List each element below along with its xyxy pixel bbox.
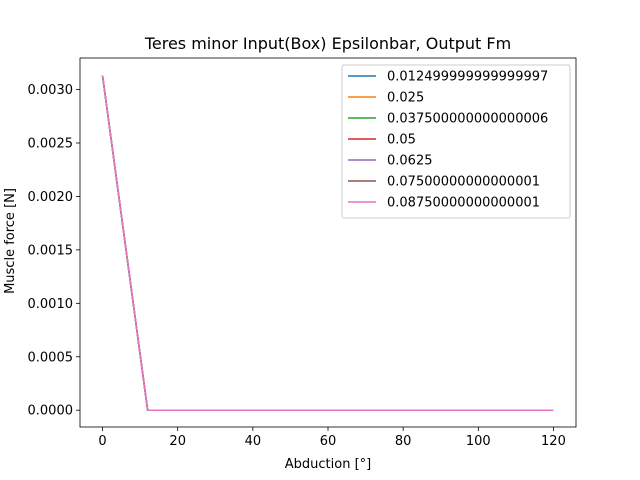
legend-label-4: 0.05 <box>387 133 416 148</box>
y-tick-label: 0.0030 <box>28 83 74 98</box>
x-tick-label: 80 <box>395 434 412 449</box>
x-tick-label: 100 <box>466 434 491 449</box>
legend-label-6: 0.07500000000000001 <box>387 175 540 190</box>
y-tick-label: 0.0000 <box>28 404 74 419</box>
x-tick-label: 60 <box>320 434 337 449</box>
legend: 0.012499999999999997 0.025 0.0375000000000… <box>341 64 571 219</box>
legend-label-3: 0.037500000000000006 <box>387 112 548 127</box>
plot-area: 0 20 40 60 80 100 120 0.0000 0.0005 0.0010 0.0015 0… <box>28 57 577 449</box>
x-tick-label: 120 <box>541 434 566 449</box>
series-line-7 <box>101 75 554 411</box>
y-tick-label: 0.0025 <box>28 136 74 151</box>
y-tick-label: 0.0010 <box>28 297 74 312</box>
y-tick-label: 0.0005 <box>28 350 74 365</box>
x-axis-title: Abduction [°] <box>285 457 371 472</box>
legend-label-2: 0.025 <box>387 91 424 106</box>
x-tick-label: 40 <box>245 434 262 449</box>
chart-title: Teres minor Input(Box) Epsilonbar, Outpu… <box>144 34 511 53</box>
legend-label-5: 0.0625 <box>387 154 433 169</box>
legend-label-1: 0.012499999999999997 <box>387 70 548 85</box>
legend-box <box>341 64 571 219</box>
x-tick-label: 0 <box>98 434 106 449</box>
legend-label-7: 0.08750000000000001 <box>387 196 540 211</box>
y-tick-label: 0.0020 <box>28 190 74 205</box>
y-axis-title: Muscle force [N] <box>3 188 18 294</box>
x-tick-label: 20 <box>169 434 186 449</box>
y-tick-label: 0.0015 <box>28 243 74 258</box>
